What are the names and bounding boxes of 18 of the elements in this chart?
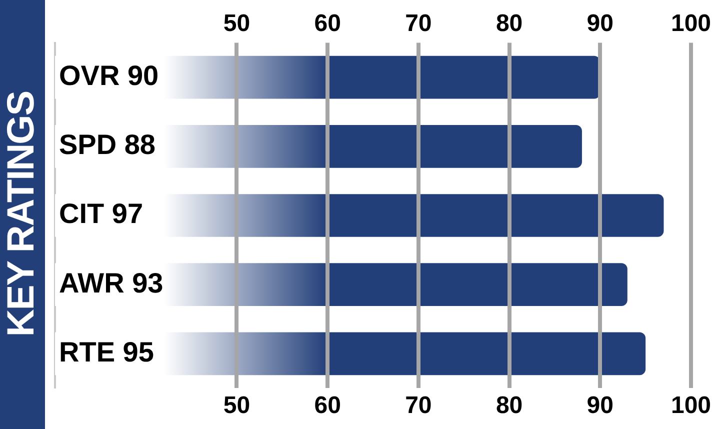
x-tick-label: 60 [314, 10, 341, 38]
x2-tick-label: 100 [670, 392, 712, 420]
x-tick-label: 70 [405, 10, 432, 38]
x2-tick-label: 80 [496, 392, 523, 420]
text: KEY RATINGS [0, 91, 44, 337]
y-tick-label: CIT 97 [59, 198, 144, 230]
y-tick-label: SPD 88 [59, 129, 156, 160]
x2-tick-label: 70 [405, 392, 432, 420]
x2-tick-label: 50 [223, 392, 250, 420]
y-tick-label: RTE 95 [59, 336, 154, 368]
x-tick-label: 50 [223, 10, 250, 38]
y-tick-label: OVR 90 [59, 60, 159, 92]
x2-tick-label: 90 [586, 392, 614, 420]
x-tick-label: 90 [586, 10, 614, 38]
x-tick-label: 80 [496, 10, 523, 38]
x2-tick-label: 60 [314, 392, 341, 420]
y-tick-label: AWR 93 [59, 267, 164, 298]
x-tick-label: 100 [670, 10, 712, 38]
